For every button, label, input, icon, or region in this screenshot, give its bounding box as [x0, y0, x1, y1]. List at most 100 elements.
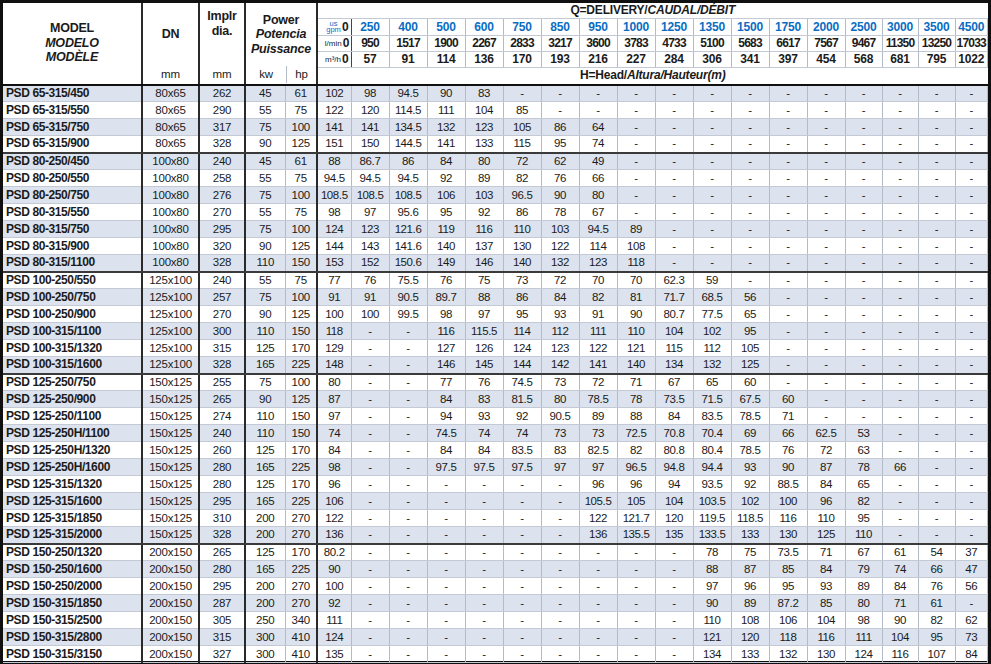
head-value-cell: - [807, 340, 845, 357]
dn-cell: 100x80 [142, 255, 199, 272]
head-value-cell: - [351, 408, 389, 425]
head-value-cell: 87.2 [769, 595, 807, 612]
hp-cell: 61 [285, 153, 317, 170]
hp-cell: 75 [285, 272, 317, 289]
dia-cell: 276 [199, 187, 245, 204]
head-value-cell: 105 [503, 119, 541, 136]
head-value-cell: - [845, 119, 882, 136]
head-value-cell: - [955, 476, 987, 493]
head-value-cell: 78 [845, 459, 882, 476]
table-row: PSD 125-315/2000150x125328200270136-----… [3, 527, 988, 544]
head-value-cell: 120 [731, 629, 769, 646]
model-cell: PSD 125-250H/1320 [3, 442, 142, 459]
head-value-cell: 91 [579, 306, 617, 323]
head-value-cell: 88 [317, 153, 351, 170]
hp-cell: 170 [285, 476, 317, 493]
dn-cell: 150x125 [142, 425, 199, 442]
head-value-cell: 100 [317, 306, 351, 323]
dn-cell: 100x80 [142, 204, 199, 221]
dia-cell: 270 [199, 306, 245, 323]
head-value-cell: 95 [731, 323, 769, 340]
head-value-cell: - [351, 561, 389, 578]
head-value-cell: 102 [317, 85, 351, 102]
head-value-cell: 133 [731, 527, 769, 544]
head-value-cell: - [503, 646, 541, 663]
m3h-value: 227 [617, 52, 655, 68]
dia-cell: 270 [199, 204, 245, 221]
head-value-cell: 100 [769, 493, 807, 510]
head-value-cell: - [882, 272, 918, 289]
head-value-cell: - [655, 595, 693, 612]
head-value-cell: - [541, 102, 579, 119]
head-value-cell: 116 [769, 510, 807, 527]
table-row: PSD 100-315/1100125x100300110150118--116… [3, 323, 988, 340]
model-cell: PSD 150-315/2800 [3, 629, 142, 646]
head-value-cell: - [503, 612, 541, 629]
head-value-cell: 110 [845, 527, 882, 544]
lmin-value: 6617 [769, 36, 807, 52]
head-value-cell: 82.5 [579, 442, 617, 459]
head-value-cell: 72 [541, 272, 579, 289]
model-cell: PSD 150-250/2000 [3, 578, 142, 595]
dia-cell: 290 [199, 102, 245, 119]
table-row: PSD 100-315/1600125x100328165225148--146… [3, 357, 988, 374]
head-value-cell: 94 [427, 408, 465, 425]
head-value-cell: - [769, 323, 807, 340]
head-value-cell: 141 [579, 357, 617, 374]
impeller-unit: mm [200, 66, 244, 83]
head-value-cell: 103 [465, 187, 503, 204]
head-value-cell: - [731, 187, 769, 204]
lmin-value: 5683 [731, 36, 769, 52]
head-value-cell: 132 [427, 119, 465, 136]
head-value-cell: - [769, 85, 807, 102]
model-cell: PSD 80-315/900 [3, 238, 142, 255]
table-row: PSD 100-250/550125x1002405575777675.5767… [3, 272, 988, 289]
head-value-cell: 93 [465, 408, 503, 425]
head-value-cell: 115 [503, 136, 541, 153]
head-value-cell: 95 [769, 578, 807, 595]
gpm-value: 3000 [882, 19, 918, 36]
hp-cell: 125 [285, 391, 317, 408]
head-value-cell: 148 [317, 357, 351, 374]
head-value-cell: 77 [317, 272, 351, 289]
head-value-cell: 125 [731, 357, 769, 374]
head-value-cell: - [351, 493, 389, 510]
head-value-cell: - [918, 510, 955, 527]
lmin-value: 5100 [693, 36, 731, 52]
head-value-cell: - [845, 374, 882, 391]
head-value-cell: - [845, 272, 882, 289]
delivery-title: Q=DELIVERY/CAUDAL/DÉBIT [317, 3, 987, 19]
head-value-cell: - [918, 374, 955, 391]
lmin-value: 3217 [541, 36, 579, 52]
head-value-cell: - [579, 85, 617, 102]
table-row: PSD 65-315/90080x6532890125151150144.514… [3, 136, 988, 153]
head-value-cell: - [882, 187, 918, 204]
head-value-cell: 84 [427, 391, 465, 408]
dn-cell: 150x125 [142, 391, 199, 408]
head-value-cell: - [579, 595, 617, 612]
head-value-cell: 97.5 [503, 459, 541, 476]
head-value-cell: - [503, 510, 541, 527]
gpm-value: 1250 [655, 19, 693, 36]
head-value-cell: - [617, 85, 655, 102]
head-value-cell: - [955, 221, 987, 238]
kw-cell: 200 [245, 527, 285, 544]
head-value-cell: - [579, 646, 617, 663]
head-value-cell: 104 [465, 102, 503, 119]
kw-cell: 75 [245, 289, 285, 306]
table-row: PSD 80-315/1100100x80328110150153152150.… [3, 255, 988, 272]
head-value-cell: - [882, 170, 918, 187]
head-value-cell: 86 [503, 204, 541, 221]
head-value-cell: 56 [955, 578, 987, 595]
pump-spec-sheet: MODEL MODELO MODÈLE DN mm Implr dia. [0, 0, 991, 664]
head-value-cell: - [882, 238, 918, 255]
model-cell: PSD 100-315/1600 [3, 357, 142, 374]
head-value-cell: - [617, 136, 655, 153]
head-value-cell: 76 [918, 578, 955, 595]
head-value-cell: 84 [807, 561, 845, 578]
head-value-cell: - [465, 595, 503, 612]
head-value-cell: - [918, 221, 955, 238]
head-value-cell: 110 [693, 612, 731, 629]
head-value-cell: 83.5 [693, 408, 731, 425]
head-value-cell: 114 [579, 238, 617, 255]
